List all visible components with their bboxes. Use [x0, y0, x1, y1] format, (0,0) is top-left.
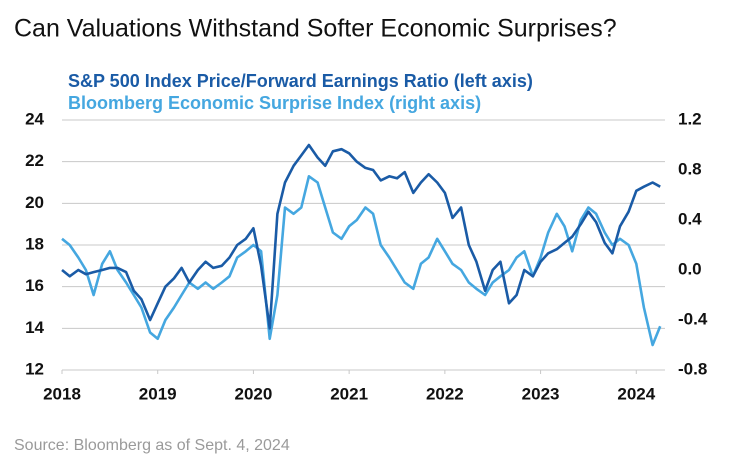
y2-tick-label: 0.0 [678, 259, 702, 278]
legend-label: S&P 500 Index Price/Forward Earnings Rat… [68, 71, 533, 91]
y2-tick-label: -0.8 [678, 359, 707, 378]
y2-tick-label: -0.4 [678, 309, 708, 328]
chart-title: Can Valuations Withstand Softer Economic… [14, 15, 617, 43]
y-tick-label: 18 [25, 234, 44, 253]
series-line [61, 175, 662, 347]
y2-tick-label: 1.2 [678, 109, 702, 128]
y-tick-label: 12 [25, 359, 44, 378]
y-tick-label: 14 [25, 318, 44, 337]
x-tick-label: 2024 [617, 384, 655, 403]
x-tick-label: 2020 [235, 384, 273, 403]
x-tick-label: 2019 [139, 384, 177, 403]
y-tick-label: 16 [25, 276, 44, 295]
x-tick-label: 2018 [43, 384, 81, 403]
source: Source: Bloomberg as of Sept. 4, 2024 [14, 437, 290, 454]
y-tick-label: 24 [25, 109, 44, 128]
y2-tick-label: 0.4 [678, 209, 702, 228]
y2-tick-label: 0.8 [678, 159, 702, 178]
legend-label: Bloomberg Economic Surprise Index (right… [68, 93, 481, 113]
y-tick-label: 22 [25, 151, 44, 170]
x-tick-label: 2023 [522, 384, 560, 403]
x-tick-label: 2021 [330, 384, 368, 403]
x-tick-label: 2022 [426, 384, 464, 403]
series-line [61, 143, 661, 330]
y-tick-label: 20 [25, 193, 44, 212]
